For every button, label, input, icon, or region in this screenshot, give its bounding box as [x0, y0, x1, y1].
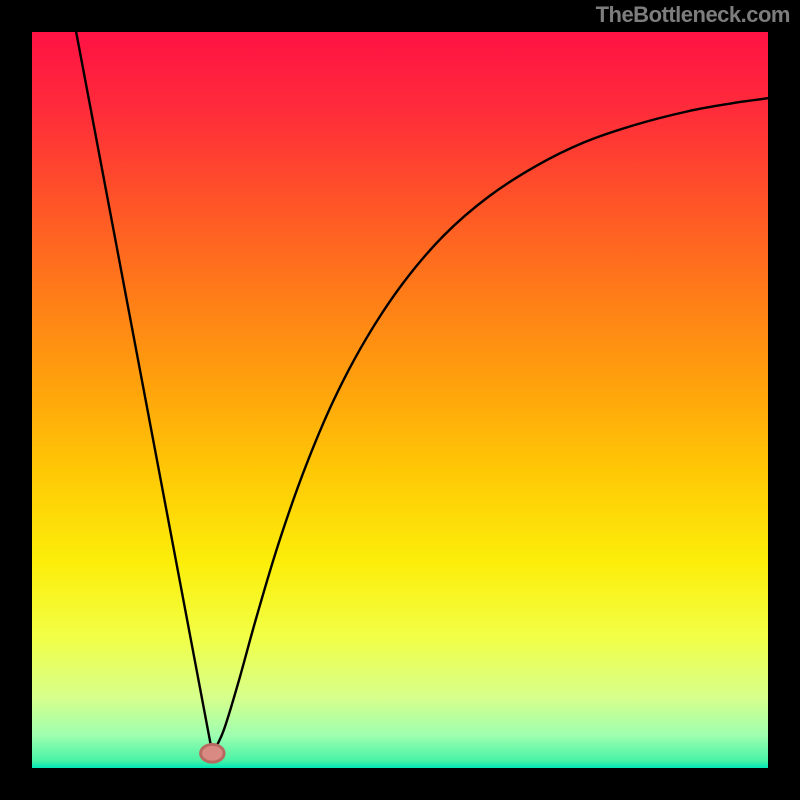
optimum-marker	[201, 744, 225, 762]
plot-background	[32, 32, 768, 768]
bottleneck-chart	[0, 0, 800, 800]
watermark-text: TheBottleneck.com	[596, 2, 790, 28]
